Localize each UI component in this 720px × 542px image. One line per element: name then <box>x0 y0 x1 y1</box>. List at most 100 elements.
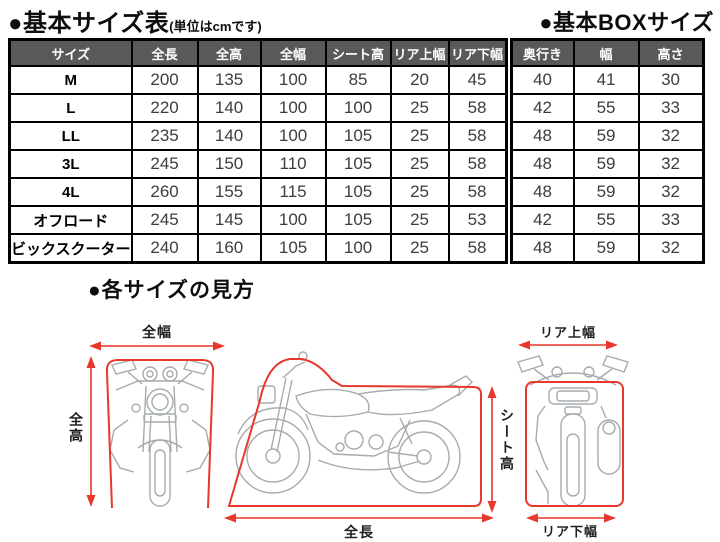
table-row: 48 59 32 <box>510 149 705 179</box>
box-size-title: ●基本BOXサイズ <box>539 10 714 35</box>
size-diagram <box>86 340 629 523</box>
table-cell: 59 <box>572 177 640 207</box>
table-cell: 33 <box>637 93 705 123</box>
table-cell: 115 <box>259 177 327 207</box>
rear-view-bike-drawing <box>517 355 629 507</box>
column-header: リア上幅 <box>389 38 450 67</box>
table-cell: 145 <box>196 205 262 235</box>
column-header: 奥行き <box>510 38 575 67</box>
table-cell: 32 <box>637 233 705 264</box>
table-cell: 155 <box>196 177 262 207</box>
table-cell: 58 <box>447 93 508 123</box>
table-cell: 42 <box>510 93 575 123</box>
table-cell: LL <box>8 121 133 151</box>
overall-length-label: 全長 <box>344 524 374 540</box>
table-cell: 3L <box>8 149 133 179</box>
table-cell: 160 <box>196 233 262 264</box>
front-cover-outline <box>105 359 215 509</box>
table-row: オフロード 245 145 100 105 25 53 <box>8 205 508 235</box>
table-cell: 105 <box>324 121 392 151</box>
table-cell: オフロード <box>8 205 133 235</box>
overall-height-label: 全高 <box>68 412 84 444</box>
table-cell: 20 <box>389 65 450 95</box>
table-cell: 59 <box>572 121 640 151</box>
table-cell: 58 <box>447 177 508 207</box>
table-cell: 105 <box>324 149 392 179</box>
table-cell: 135 <box>196 65 262 95</box>
table-cell: 25 <box>389 121 450 151</box>
table-cell: 59 <box>572 149 640 179</box>
table-cell: 30 <box>637 65 705 95</box>
table-cell: 110 <box>259 149 327 179</box>
table-cell: 140 <box>196 121 262 151</box>
table-row: ビックスクーター 240 160 105 100 25 58 <box>8 233 508 264</box>
table-cell: 105 <box>324 205 392 235</box>
seat-height-label: シート高 <box>499 408 515 472</box>
table-cell: 240 <box>130 233 199 264</box>
table-row: 42 55 33 <box>510 205 705 235</box>
table-cell: 58 <box>447 121 508 151</box>
table-cell: 58 <box>447 233 508 264</box>
table-row: 42 55 33 <box>510 93 705 123</box>
table-cell: 100 <box>259 121 327 151</box>
table-cell: 25 <box>389 233 450 264</box>
column-header: 全幅 <box>259 38 327 67</box>
page-title-unit-note: (単位はcmです) <box>169 19 262 34</box>
table-cell: 25 <box>389 93 450 123</box>
header-row: サイズ 全長 全高 全幅 シート高 リア上幅 リア下幅 <box>8 38 508 67</box>
table-row: L 220 140 100 100 25 58 <box>8 93 508 123</box>
table-cell: 53 <box>447 205 508 235</box>
table-cell: ビックスクーター <box>8 233 133 264</box>
page-title-text: ●基本サイズ表 <box>8 10 170 37</box>
table-row: 48 59 32 <box>510 177 705 207</box>
box-size-table: 奥行き幅高さ 40 41 30 42 55 33 48 59 32 48 59 32 48 59 32 42 5… <box>509 38 705 264</box>
rear-upper-width-label: リア上幅 <box>539 325 596 340</box>
table-cell: 220 <box>130 93 199 123</box>
table-cell: 58 <box>447 149 508 179</box>
dimension-arrows <box>86 340 618 523</box>
table-cell: 42 <box>510 205 575 235</box>
size-tables: サイズ 全長 全高 全幅 シート高 リア上幅 リア下幅 M 200 135 100 85 20 45 L 2… <box>8 38 705 264</box>
table-cell: 200 <box>130 65 199 95</box>
table-cell: 32 <box>637 149 705 179</box>
table-cell: 100 <box>259 65 327 95</box>
table-cell: 150 <box>196 149 262 179</box>
table-cell: 25 <box>389 177 450 207</box>
header-row: 奥行き幅高さ <box>510 38 705 67</box>
table-cell: 245 <box>130 205 199 235</box>
column-header: リア下幅 <box>447 38 508 67</box>
table-cell: 48 <box>510 233 575 264</box>
table-cell: 32 <box>637 177 705 207</box>
table-row: LL 235 140 100 105 25 58 <box>8 121 508 151</box>
table-cell: 41 <box>572 65 640 95</box>
table-cell: 245 <box>130 149 199 179</box>
column-header: サイズ <box>8 38 133 67</box>
table-cell: 85 <box>324 65 392 95</box>
table-row: 3L 245 150 110 105 25 58 <box>8 149 508 179</box>
rear-lower-width-label: リア下幅 <box>541 524 598 539</box>
table-cell: 105 <box>324 177 392 207</box>
cover-outlines <box>105 358 624 509</box>
table-cell: 48 <box>510 121 575 151</box>
table-cell: 140 <box>196 93 262 123</box>
table-cell: 25 <box>389 149 450 179</box>
table-cell: 48 <box>510 177 575 207</box>
column-header: 高さ <box>637 38 705 67</box>
side-view-bike-drawing <box>235 351 473 494</box>
table-row: 48 59 32 <box>510 121 705 151</box>
table-cell: 32 <box>637 121 705 151</box>
table-cell: 48 <box>510 149 575 179</box>
table-cell: 45 <box>447 65 508 95</box>
table-cell: 100 <box>324 93 392 123</box>
overall-width-label: 全幅 <box>142 324 172 340</box>
column-header: 全長 <box>130 38 199 67</box>
table-row: 40 41 30 <box>510 65 705 95</box>
table-cell: 100 <box>259 205 327 235</box>
diagram-section-title: ●各サイズの見方 <box>88 279 256 302</box>
table-cell: 105 <box>259 233 327 264</box>
column-header: 全高 <box>196 38 262 67</box>
front-view-bike-drawing <box>109 359 211 507</box>
table-cell: 4L <box>8 177 133 207</box>
table-cell: 235 <box>130 121 199 151</box>
basic-size-table: サイズ 全長 全高 全幅 シート高 リア上幅 リア下幅 M 200 135 100 85 20 45 L 2… <box>8 38 508 264</box>
